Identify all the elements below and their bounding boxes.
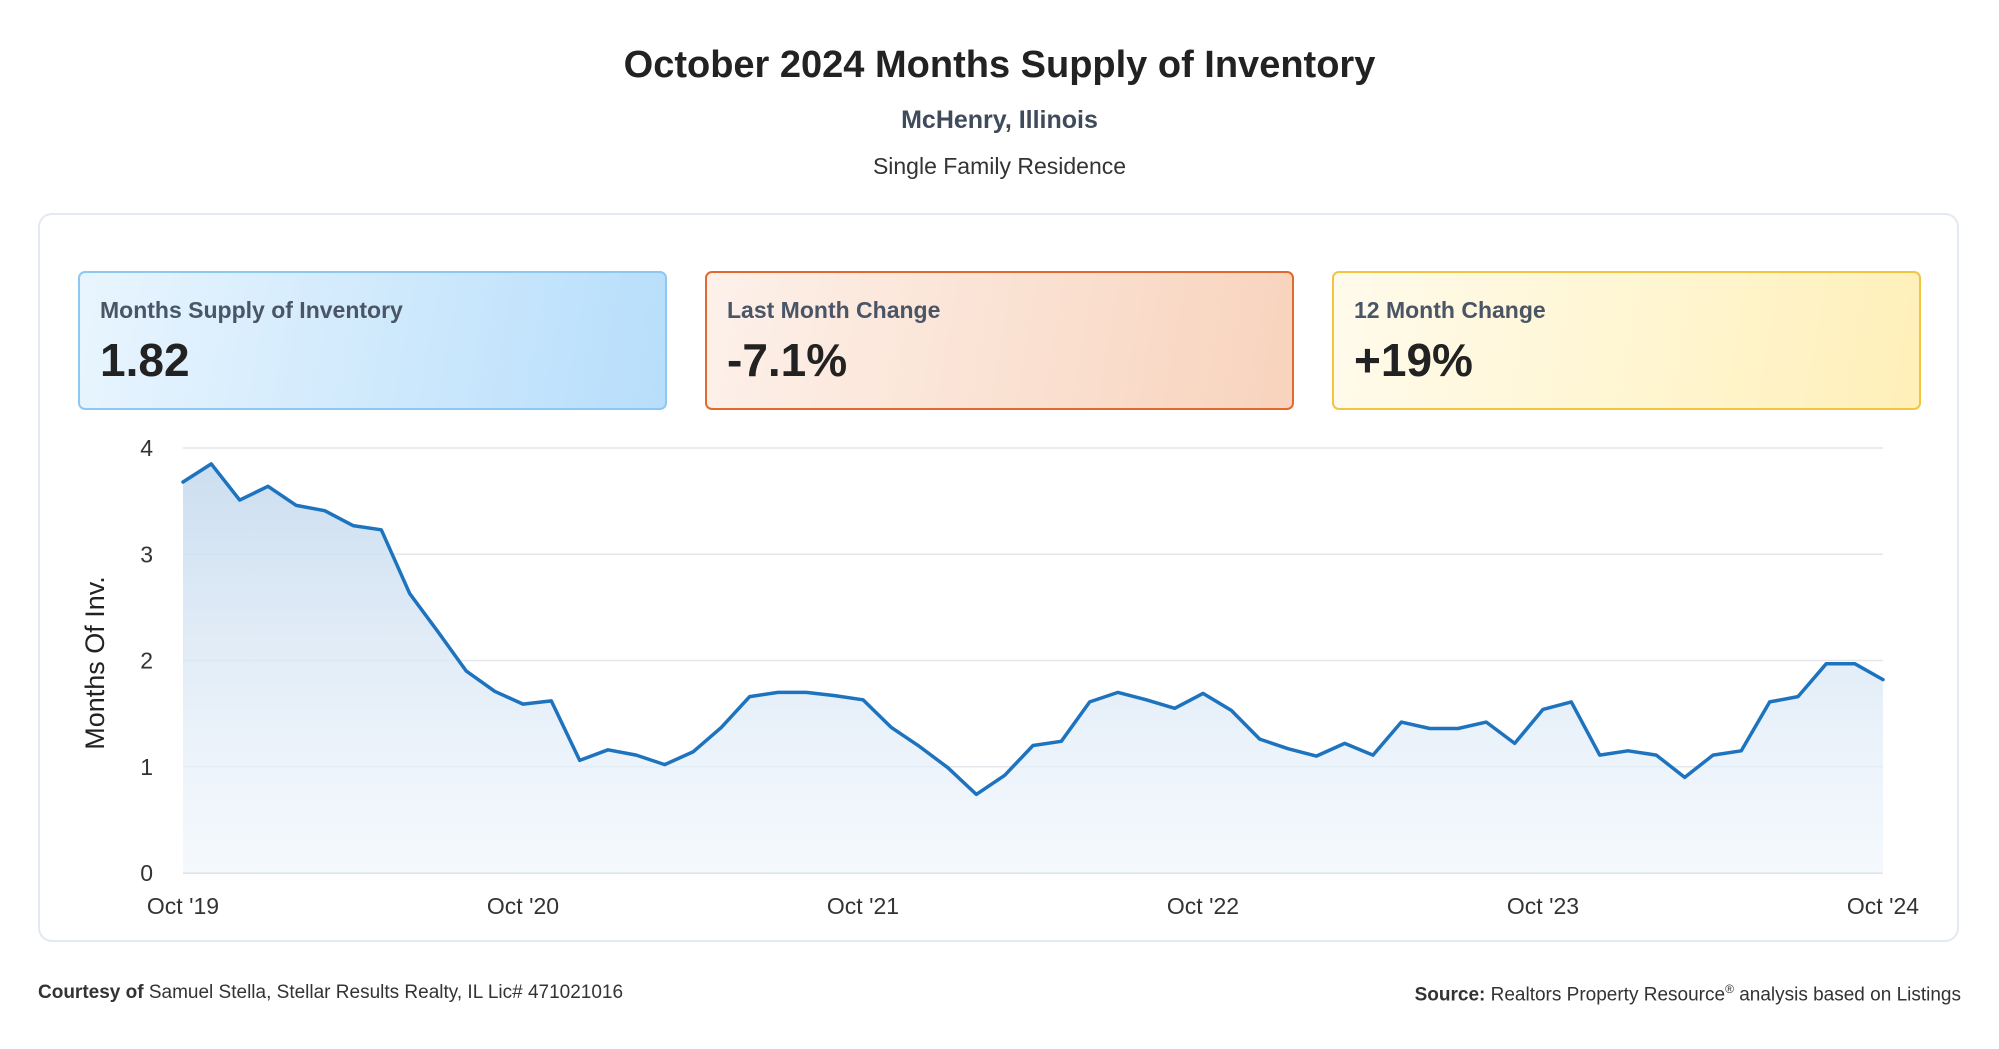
last-month-change-label: Last Month Change [727, 297, 941, 323]
registered-mark: ® [1725, 982, 1734, 996]
property-type-subtitle: Single Family Residence [872, 153, 1127, 179]
months-supply-value: 1.82 [100, 334, 190, 386]
location-subtitle: McHenry, Illinois [901, 106, 1098, 134]
courtesy-footer: Courtesy of Samuel Stella, Stellar Resul… [38, 982, 623, 1004]
months-supply-card: Months Supply of Inventory 1.82 [78, 271, 667, 410]
twelve-month-change-value: +19% [1354, 334, 1473, 386]
source-text: analysis based on Listings [1739, 984, 1961, 1006]
x-tick-label: Oct '21 [827, 893, 899, 919]
last-month-change-value: -7.1% [727, 334, 848, 386]
source-footer: Source: Realtors Property Resource® anal… [1415, 982, 1961, 1006]
x-tick-label: Oct '23 [1507, 893, 1579, 919]
x-tick-label: Oct '19 [147, 893, 219, 919]
x-tick-label: Oct '20 [487, 893, 559, 919]
x-tick-label: Oct '22 [1167, 893, 1239, 919]
source-name: Realtors Property Resource [1490, 984, 1726, 1006]
source-label: Source: [1414, 984, 1486, 1006]
y-tick-label: 0 [140, 860, 153, 886]
y-axis-label: Months Of Inv. [80, 576, 110, 750]
twelve-month-change-label: 12 Month Change [1354, 297, 1546, 323]
courtesy-text: Samuel Stella, Stellar Results Realty, I… [148, 982, 624, 1003]
x-tick-label: Oct '24 [1847, 893, 1919, 919]
series-area [183, 463, 1883, 873]
page-title: October 2024 Months Supply of Inventory [623, 44, 1376, 86]
y-tick-label: 1 [140, 754, 153, 780]
twelve-month-change-card: 12 Month Change +19% [1332, 271, 1921, 410]
courtesy-label: Courtesy of [38, 982, 144, 1003]
y-tick-label: 2 [140, 648, 153, 674]
months-supply-label: Months Supply of Inventory [100, 297, 403, 323]
series-line [181, 462, 1885, 797]
y-tick-label: 3 [140, 541, 153, 567]
y-tick-label: 4 [140, 435, 153, 461]
last-month-change-card: Last Month Change -7.1% [705, 271, 1294, 410]
